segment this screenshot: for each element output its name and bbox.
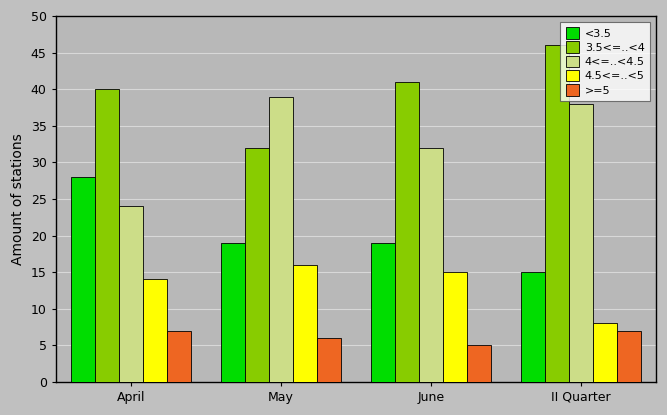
Legend: <3.5, 3.5<=..<4, 4<=..<4.5, 4.5<=..<5, >=5: <3.5, 3.5<=..<4, 4<=..<4.5, 4.5<=..<5, >…	[560, 22, 650, 101]
Bar	[593, 323, 617, 382]
Bar	[245, 148, 269, 382]
Bar	[371, 243, 395, 382]
Bar	[467, 345, 491, 382]
Bar	[119, 206, 143, 382]
Bar	[293, 265, 317, 382]
Bar	[167, 331, 191, 382]
Bar	[395, 82, 419, 382]
Bar	[221, 243, 245, 382]
Bar	[569, 104, 593, 382]
Bar	[419, 148, 443, 382]
Bar	[269, 97, 293, 382]
Bar	[443, 272, 467, 382]
Bar	[317, 338, 341, 382]
Bar	[545, 45, 569, 382]
Y-axis label: Amount of stations: Amount of stations	[11, 133, 25, 265]
Bar	[521, 272, 545, 382]
Bar	[617, 331, 641, 382]
Bar	[95, 89, 119, 382]
Bar	[143, 279, 167, 382]
Bar	[71, 177, 95, 382]
